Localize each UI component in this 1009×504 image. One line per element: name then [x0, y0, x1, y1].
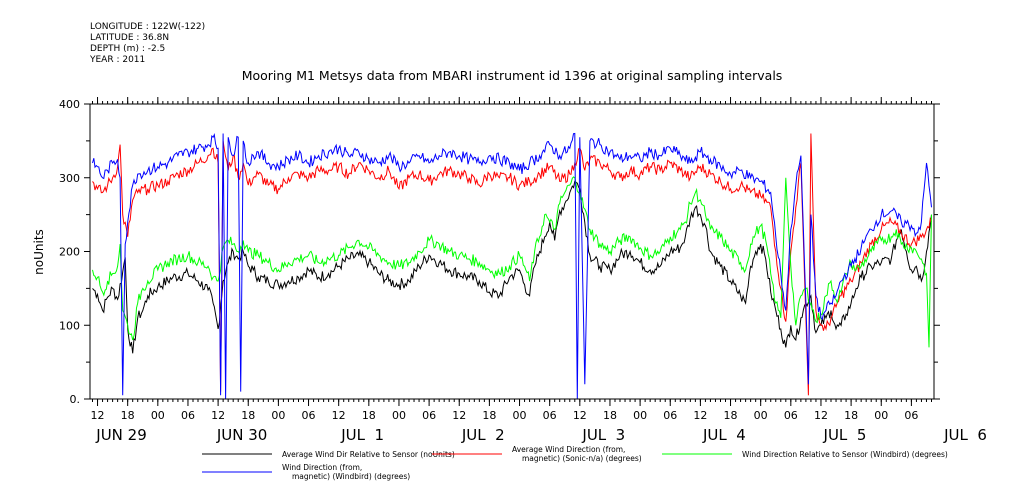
legend-label: Wind Direction (from, magnetic) (Windbird…: [282, 463, 410, 481]
x-day-label: JUN 30: [216, 426, 267, 444]
x-hour-label: 18: [844, 409, 858, 422]
series-line-3: [92, 132, 932, 400]
x-hour-label: 12: [332, 409, 346, 422]
x-hour-label: 06: [784, 409, 798, 422]
y-tick-label: 100: [59, 319, 80, 332]
x-hour-label: 00: [271, 409, 285, 422]
x-day-label: JUL 1: [340, 426, 384, 444]
legend-label: Average Wind Dir Relative to Sensor (noU…: [282, 450, 455, 459]
x-hour-label: 06: [422, 409, 436, 422]
y-tick-label: 0.: [70, 393, 81, 406]
x-hour-label: 18: [362, 409, 376, 422]
x-hour-label: 12: [814, 409, 828, 422]
x-hour-label: 06: [302, 409, 316, 422]
x-day-label: JUL 4: [702, 426, 746, 444]
x-hour-label: 00: [874, 409, 888, 422]
legend: Average Wind Dir Relative to Sensor (noU…: [202, 445, 948, 481]
meta-depth: DEPTH (m) : -2.5: [90, 44, 166, 54]
x-hour-label: 06: [663, 409, 677, 422]
series-layer: [92, 132, 932, 400]
x-day-label: JUL 6: [943, 426, 987, 444]
chart-title: Mooring M1 Metsys data from MBARI instru…: [242, 68, 783, 83]
series-line-2: [92, 176, 932, 348]
axis-layer: 0. 100 200 300 400 12 18 00 06 12 18 00 06 12 18 00 06 12…: [59, 97, 987, 444]
x-day-label: JUL 2: [461, 426, 505, 444]
x-day-label: JUL 5: [823, 426, 867, 444]
x-hour-label: 18: [482, 409, 496, 422]
x-hour-label: 12: [211, 409, 225, 422]
y-axis-label: noUnits: [32, 229, 46, 275]
x-hour-label: 18: [121, 409, 135, 422]
x-hour-label: 18: [603, 409, 617, 422]
x-hour-label: 18: [241, 409, 255, 422]
legend-label: Average Wind Direction (from, magnetic) (…: [512, 445, 642, 463]
x-hour-label: 06: [543, 409, 557, 422]
meta-latitude: LATITUDE : 36.8N: [90, 33, 170, 43]
x-hour-label: 12: [693, 409, 707, 422]
x-hour-label: 06: [181, 409, 195, 422]
x-hour-label: 00: [513, 409, 527, 422]
x-hour-label: 06: [904, 409, 918, 422]
x-hour-label: 00: [151, 409, 165, 422]
meta-longitude: LONGITUDE : 122W(-122): [90, 22, 206, 32]
y-tick-label: 400: [59, 98, 80, 111]
y-tick-label: 200: [59, 246, 80, 259]
meta-year: YEAR : 2011: [90, 55, 146, 65]
x-hour-label: 12: [573, 409, 587, 422]
x-hour-label: 00: [754, 409, 768, 422]
x-day-label: JUN 29: [95, 426, 146, 444]
legend-label: Wind Direction Relative to Sensor (Windb…: [742, 450, 948, 459]
y-tick-label: 300: [59, 172, 80, 185]
series-line-0: [92, 180, 932, 354]
x-day-label: JUL 3: [581, 426, 625, 444]
x-hour-label: 00: [392, 409, 406, 422]
x-hour-label: 12: [452, 409, 466, 422]
x-hour-label: 00: [633, 409, 647, 422]
x-hour-label: 18: [724, 409, 738, 422]
x-hour-label: 12: [91, 409, 105, 422]
series-line-1: [92, 133, 932, 396]
